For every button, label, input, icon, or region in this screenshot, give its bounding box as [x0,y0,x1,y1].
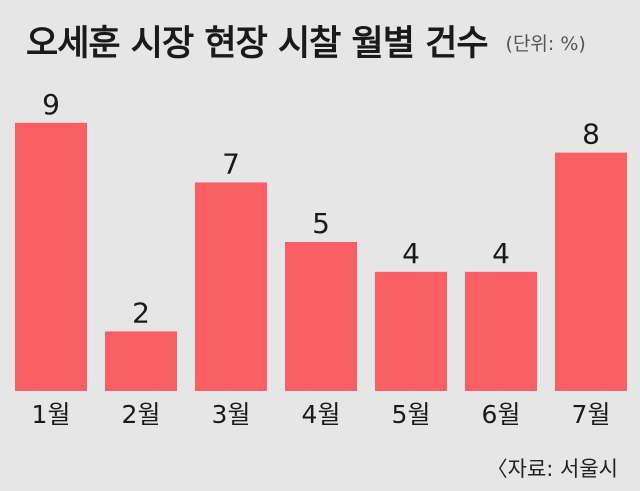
bar-2 [105,331,177,391]
bar-3 [195,182,267,391]
value-label-5: 4 [402,237,420,270]
value-label-3: 7 [222,147,240,180]
bar-7 [555,152,627,391]
chart-title: 오세훈 시장 현장 시찰 월별 건수 [26,24,489,64]
value-label-1: 9 [42,88,60,121]
chart-header: 오세훈 시장 현장 시찰 월별 건수 (단위: %) [26,14,586,74]
category-labels-group: 1월 2월 3월 4월 5월 6월 7월 [32,400,611,429]
category-label-5: 5월 [392,400,431,429]
bar-4 [285,242,357,391]
value-label-6: 4 [492,237,510,270]
value-label-7: 8 [582,118,600,151]
bar-1 [15,122,87,392]
source-note: 〈자료: 서울시 [486,457,618,481]
bars-group [15,122,627,392]
bar-5 [375,271,447,391]
category-label-3: 3월 [212,400,251,429]
bar-6 [465,271,537,391]
value-label-4: 5 [312,207,330,240]
category-label-2: 2월 [122,400,161,429]
value-label-2: 2 [132,296,150,329]
category-label-4: 4월 [302,400,341,429]
value-labels-group: 9 2 7 5 4 4 8 [42,88,600,330]
category-label-6: 6월 [482,400,521,429]
category-label-7: 7월 [572,400,611,429]
category-label-1: 1월 [32,400,71,429]
unit-label: (단위: %) [505,33,586,55]
